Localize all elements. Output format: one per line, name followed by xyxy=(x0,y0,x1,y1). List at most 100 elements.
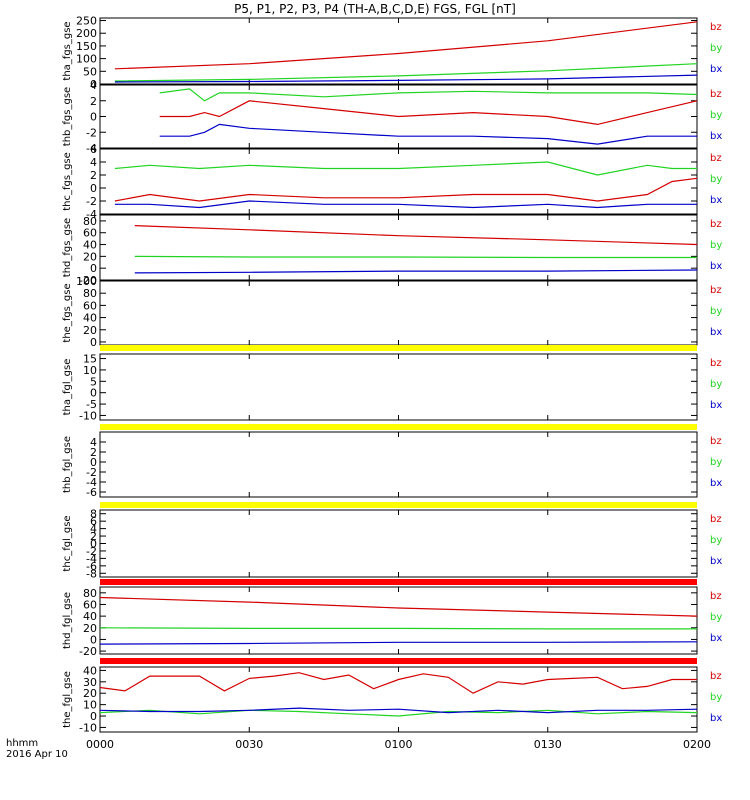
y-tick-label: 20 xyxy=(83,687,97,700)
legend-bz: bz xyxy=(710,436,722,447)
y-tick-label: -2 xyxy=(86,126,97,139)
y-tick-label: 200 xyxy=(76,27,97,40)
y-tick-label: 0 xyxy=(90,633,97,646)
legend-by: by xyxy=(710,110,722,121)
y-tick-label: -8 xyxy=(86,567,97,580)
y-tick-label: 20 xyxy=(83,622,97,635)
y-tick-label: 8 xyxy=(90,508,97,521)
y-tick-label: 0 xyxy=(90,336,97,349)
series-line-bz xyxy=(134,225,698,246)
y-tick-label: 60 xyxy=(83,598,97,611)
legend-by: by xyxy=(710,457,722,468)
x-tick-label: 0100 xyxy=(385,738,413,751)
y-tick-label: 20 xyxy=(83,250,97,263)
y-axis-label: thc_fgl_gse xyxy=(62,515,73,571)
legend-bx: bx xyxy=(710,633,722,644)
legend-bz: bz xyxy=(710,591,722,602)
series-line-bx xyxy=(134,269,698,274)
y-tick-label: -4 xyxy=(86,552,97,565)
date-label: 2016 Apr 10 xyxy=(6,749,68,760)
y-axis-label: thd_fgs_gse xyxy=(62,218,73,277)
x-tick-label: 0130 xyxy=(534,738,562,751)
panel-frame xyxy=(99,353,698,421)
y-tick-label: -4 xyxy=(86,476,97,489)
y-tick-label: 2 xyxy=(90,446,97,459)
y-tick-label: 20 xyxy=(83,324,97,337)
legend-bx: bx xyxy=(710,195,722,206)
series-line-bx xyxy=(99,641,698,645)
y-tick-label: 80 xyxy=(83,587,97,600)
y-tick-label: 15 xyxy=(83,353,97,366)
legend-bx: bx xyxy=(710,327,722,338)
legend-bz: bz xyxy=(710,22,722,33)
x-tick-label: 0030 xyxy=(235,738,263,751)
y-tick-label: 0 xyxy=(90,182,97,195)
panel-frame xyxy=(99,509,698,578)
y-tick-label: 4 xyxy=(90,523,97,536)
time-format-label: hhmm xyxy=(6,738,39,749)
legend-bz: bz xyxy=(710,285,722,296)
y-tick-label: 250 xyxy=(76,15,97,28)
legend-bx: bx xyxy=(710,713,722,724)
panel-frame xyxy=(99,17,698,85)
y-tick-label: 60 xyxy=(83,227,97,240)
series-line-by xyxy=(134,255,697,259)
panel-frame xyxy=(99,666,698,733)
y-tick-label: -2 xyxy=(86,466,97,479)
y-tick-label: 40 xyxy=(83,239,97,252)
y-tick-label: 0 xyxy=(90,387,97,400)
legend-by: by xyxy=(710,43,722,54)
y-tick-label: 40 xyxy=(83,312,97,325)
legend-bx: bx xyxy=(710,478,722,489)
y-tick-label: 10 xyxy=(83,699,97,712)
y-tick-label: 50 xyxy=(83,65,97,78)
y-tick-label: -20 xyxy=(79,645,97,658)
y-axis-label: tha_fgl_gse xyxy=(62,359,73,416)
y-tick-label: 80 xyxy=(83,287,97,300)
y-axis-label: thb_fgs_gse xyxy=(62,87,73,146)
series-line-by xyxy=(99,627,697,630)
y-tick-label: 5 xyxy=(90,375,97,388)
legend-by: by xyxy=(710,535,722,546)
series-line-bx xyxy=(114,74,698,83)
y-tick-label: 0 xyxy=(90,710,97,723)
y-tick-label: -4 xyxy=(86,142,97,155)
y-tick-label: 4 xyxy=(90,79,97,92)
series-line-by xyxy=(114,63,698,82)
legend-bz: bz xyxy=(710,153,722,164)
y-tick-label: -10 xyxy=(79,721,97,734)
legend-bx: bx xyxy=(710,400,722,411)
y-tick-label: -10 xyxy=(79,409,97,422)
panel-frame xyxy=(99,280,698,346)
flag-bar xyxy=(100,579,697,585)
legend-by: by xyxy=(710,306,722,317)
series-line-by xyxy=(159,88,698,102)
x-tick-label: 0200 xyxy=(683,738,711,751)
x-tick-label: 0000 xyxy=(86,738,114,751)
y-tick-label: -4 xyxy=(86,208,97,221)
y-tick-label: 6 xyxy=(90,143,97,156)
y-tick-label: 2 xyxy=(90,95,97,108)
y-tick-label: -6 xyxy=(86,486,97,499)
y-tick-label: 10 xyxy=(83,364,97,377)
series-line-bz xyxy=(114,21,698,70)
legend-bz: bz xyxy=(710,358,722,369)
y-tick-label: 6 xyxy=(90,515,97,528)
y-tick-label: 0 xyxy=(90,111,97,124)
legend-by: by xyxy=(710,692,722,703)
y-tick-label: 80 xyxy=(83,215,97,228)
legend-by: by xyxy=(710,240,722,251)
legend-bz: bz xyxy=(710,219,722,230)
series-line-bz xyxy=(99,672,697,694)
panel-frame xyxy=(99,431,698,498)
y-tick-label: -2 xyxy=(86,195,97,208)
legend-bx: bx xyxy=(710,261,722,272)
y-tick-label: 40 xyxy=(83,610,97,623)
legend-by: by xyxy=(710,612,722,623)
legend-bx: bx xyxy=(710,131,722,142)
series-line-by xyxy=(99,709,698,717)
flag-bar xyxy=(100,345,697,351)
y-axis-label: thd_fgl_gse xyxy=(62,592,73,649)
y-tick-label: -5 xyxy=(86,398,97,411)
